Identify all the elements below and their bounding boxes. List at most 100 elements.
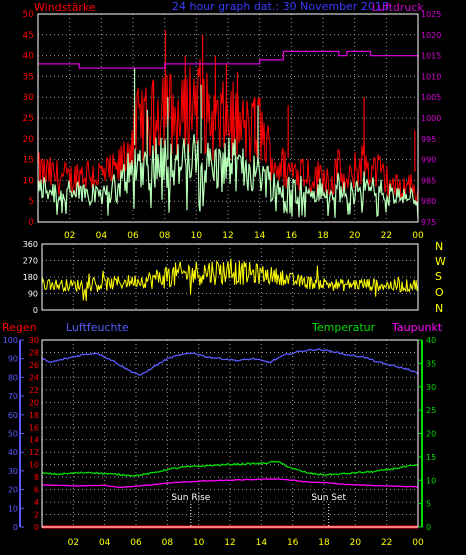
x-tick-label: 00 xyxy=(412,538,424,548)
x-tick-label: 18 xyxy=(318,538,330,548)
direction-y-tick: 180 xyxy=(23,273,38,282)
pressure-y-tick: 1020 xyxy=(421,31,441,40)
x-tick-label: 22 xyxy=(381,538,392,548)
humidity-y-tick: 0 xyxy=(13,523,18,532)
direction-y-tick: 90 xyxy=(28,290,38,299)
pressure-y-tick: 1005 xyxy=(421,93,441,102)
direction-series xyxy=(41,258,419,302)
climate-panel: 0102030405060708090100024681012141618202… xyxy=(3,336,436,548)
pressure-y-tick: 985 xyxy=(421,176,436,185)
rain-y-tick: 26 xyxy=(29,361,39,370)
humidity-y-tick: 80 xyxy=(8,373,18,382)
x-tick-label: 06 xyxy=(127,231,139,241)
pressure-y-tick: 1000 xyxy=(421,114,441,123)
direction-y-tick: 270 xyxy=(23,257,38,266)
wind-y-tick: 10 xyxy=(23,176,35,186)
x-tick-label: 04 xyxy=(99,538,111,548)
rain-y-tick: 0 xyxy=(34,523,39,532)
x-tick-label: 20 xyxy=(350,538,362,548)
luftfeuchte-title: Luftfeuchte xyxy=(66,321,129,334)
wind-panel: 0510152025303540455097598098599099510001… xyxy=(23,10,442,241)
compass-n-top: N xyxy=(435,240,443,253)
humidity-y-tick: 30 xyxy=(8,467,18,476)
rain-y-tick: 4 xyxy=(34,498,39,507)
dewpoint-series xyxy=(41,478,419,489)
x-tick-label: 20 xyxy=(349,231,361,241)
humidity-series xyxy=(41,348,419,376)
taupunkt-title: Taupunkt xyxy=(391,321,443,334)
rain-y-tick: 8 xyxy=(34,473,39,482)
pressure-y-tick: 995 xyxy=(421,135,436,144)
pressure-y-tick: 1015 xyxy=(421,52,441,61)
temperature-y-tick: 35 xyxy=(426,359,436,368)
pressure-title: Luftdruck xyxy=(372,1,424,14)
x-tick-label: 12 xyxy=(224,538,235,548)
humidity-y-tick: 60 xyxy=(8,411,18,420)
compass-w: W xyxy=(435,255,446,268)
temperature-y-tick: 0 xyxy=(426,523,431,532)
wind-y-tick: 45 xyxy=(23,31,34,41)
x-tick-label: 00 xyxy=(412,231,424,241)
x-tick-label: 18 xyxy=(317,231,329,241)
x-tick-label: 16 xyxy=(286,231,298,241)
wind-y-tick: 0 xyxy=(28,218,34,228)
temperature-y-tick: 5 xyxy=(426,500,431,509)
compass-s: S xyxy=(435,270,442,283)
pressure-y-tick: 1010 xyxy=(421,72,441,81)
humidity-y-tick: 50 xyxy=(8,430,18,439)
temperature-y-tick: 10 xyxy=(426,476,436,485)
direction-y-tick: 0 xyxy=(33,306,38,315)
humidity-y-tick: 70 xyxy=(8,392,18,401)
x-tick-label: 04 xyxy=(96,231,108,241)
wind-avg-series xyxy=(37,134,419,219)
temperatur-title: Temperatur xyxy=(311,321,376,334)
wind-y-tick: 30 xyxy=(23,93,35,103)
x-tick-label: 08 xyxy=(159,231,171,241)
temperature-y-tick: 15 xyxy=(426,453,436,462)
rain-y-tick: 18 xyxy=(29,411,39,420)
gust-series xyxy=(37,59,419,203)
rain-y-tick: 14 xyxy=(29,436,39,445)
compass-o: O xyxy=(435,286,444,299)
direction-frame xyxy=(41,243,419,311)
rain-y-tick: 24 xyxy=(29,373,39,382)
direction-y-tick: 360 xyxy=(23,240,38,249)
wind-y-tick: 20 xyxy=(23,135,35,145)
x-tick-label: 06 xyxy=(130,538,142,548)
humidity-y-tick: 40 xyxy=(8,448,18,457)
rain-y-tick: 20 xyxy=(29,398,39,407)
temperature-y-tick: 30 xyxy=(426,383,436,392)
pressure-y-tick: 975 xyxy=(421,218,436,227)
x-tick-label: 14 xyxy=(254,231,266,241)
temperature-y-tick: 25 xyxy=(426,406,436,415)
wind-title: Windstärke xyxy=(34,1,96,14)
rain-y-tick: 10 xyxy=(29,461,39,470)
temperature-y-tick: 20 xyxy=(426,430,436,439)
wind-y-tick: 50 xyxy=(23,10,35,20)
x-tick-label: 10 xyxy=(191,231,203,241)
sun-rise-label: Sun Rise xyxy=(171,493,210,503)
wind-y-tick: 25 xyxy=(23,114,34,124)
humidity-y-tick: 90 xyxy=(8,355,18,364)
rain-y-tick: 30 xyxy=(29,336,39,345)
wind-frame xyxy=(37,13,419,223)
wind-y-tick: 35 xyxy=(23,72,34,82)
x-tick-label: 10 xyxy=(193,538,205,548)
pressure-y-tick: 990 xyxy=(421,156,436,165)
compass-n-bottom: N xyxy=(435,302,443,315)
humidity-y-tick: 100 xyxy=(3,336,18,345)
rain-y-tick: 28 xyxy=(29,348,39,357)
rain-y-tick: 2 xyxy=(34,511,39,520)
pressure-series xyxy=(38,50,419,69)
x-tick-label: 02 xyxy=(68,538,79,548)
x-tick-label: 14 xyxy=(256,538,268,548)
rain-y-tick: 22 xyxy=(29,386,39,395)
date-title: 24 hour graph dat.: 30 November 2018 xyxy=(172,0,389,13)
rain-y-tick: 6 xyxy=(34,486,39,495)
x-tick-label: 16 xyxy=(287,538,299,548)
x-tick-label: 02 xyxy=(64,231,75,241)
rain-y-tick: 16 xyxy=(29,423,39,432)
humidity-y-tick: 10 xyxy=(8,504,18,513)
rain-y-tick: 12 xyxy=(29,448,39,457)
